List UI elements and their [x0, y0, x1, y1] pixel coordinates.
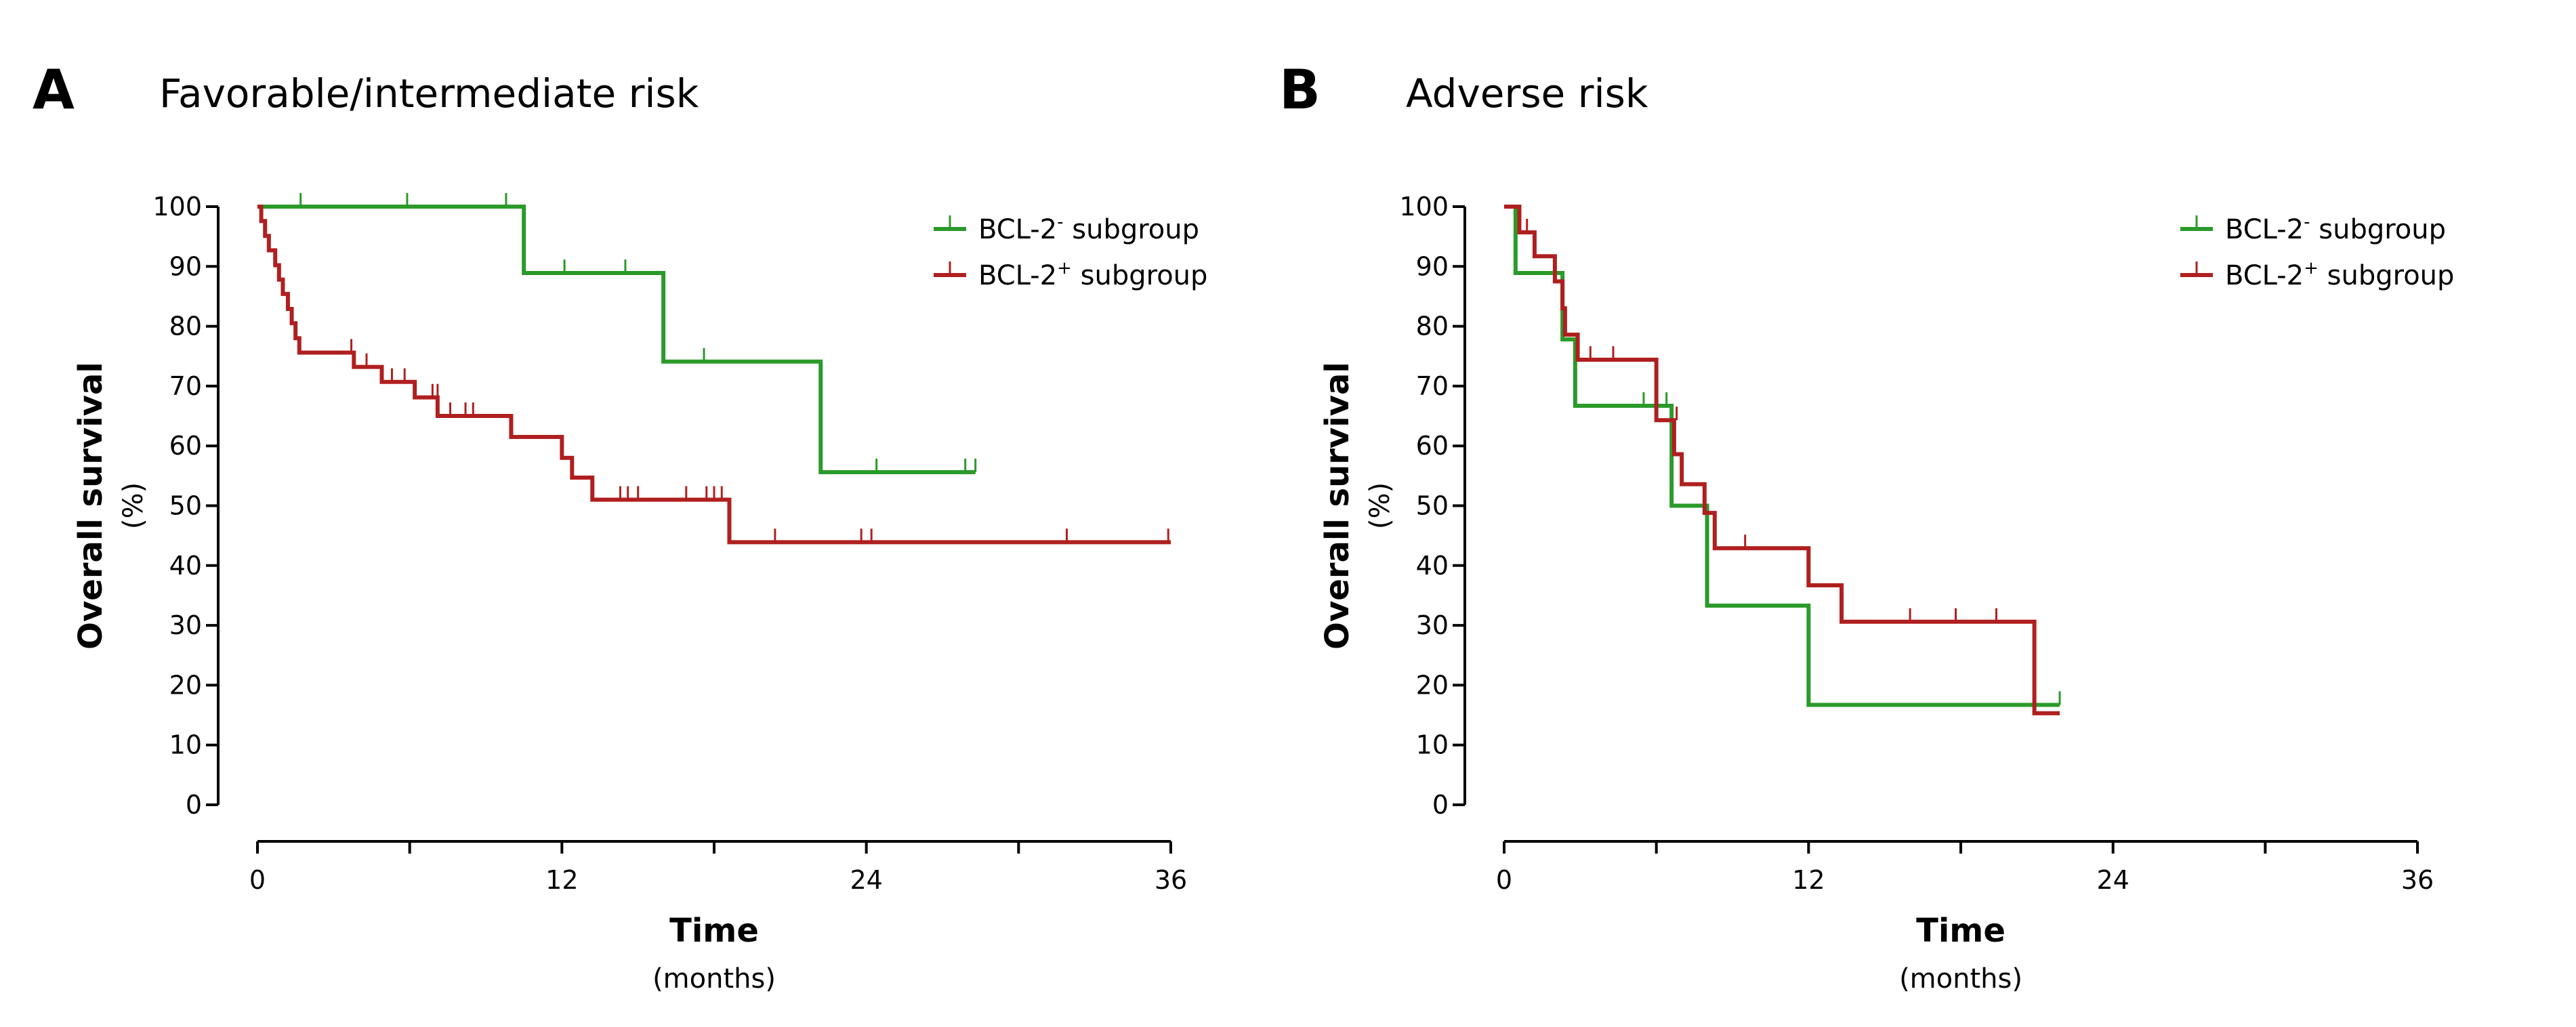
y-tick-label: 60 — [169, 431, 202, 461]
y-tick-label: 90 — [169, 251, 202, 281]
x-tick-label: 36 — [2401, 865, 2434, 895]
survival-curve-bcl2-positive — [257, 205, 1171, 545]
y-tick-label: 50 — [169, 491, 202, 521]
panel-title: Favorable/intermediate risk — [159, 70, 699, 117]
legend-sup: - — [1057, 212, 1063, 232]
survival-curve-bcl2-negative — [1504, 205, 2060, 707]
y-tick-label: 60 — [1416, 431, 1449, 461]
legend-sup: - — [2304, 212, 2310, 232]
legend-label-bcl2-positive: BCL-2+ subgroup — [978, 258, 1207, 291]
y-tick-label: 30 — [169, 610, 202, 640]
x-tick-label: 36 — [1155, 865, 1187, 895]
y-tick-label: 10 — [169, 730, 202, 760]
x-axis-title: Time — [1916, 912, 2006, 950]
x-axis-title: Time — [669, 912, 759, 950]
y-axis-unit: (%) — [118, 482, 149, 529]
x-axis-unit: (months) — [1899, 963, 2022, 994]
legend-suffix: subgroup — [2310, 214, 2446, 245]
y-tick-label: 40 — [1416, 551, 1449, 581]
legend-base: BCL-2 — [978, 214, 1057, 245]
x-tick-label: 24 — [2096, 865, 2129, 895]
legend-sup: + — [1057, 258, 1072, 278]
panel-b: B Adverse risk 0 10 20 30 40 50 60 70 80 90 100 0 12 24… — [1279, 58, 2454, 994]
legend-base: BCL-2 — [978, 260, 1057, 291]
y-tick-label: 90 — [1416, 251, 1449, 281]
panel-letter: A — [33, 58, 75, 121]
x-tick-label: 12 — [1792, 865, 1825, 895]
y-axis-title: Overall survival — [1318, 362, 1356, 650]
y-tick-label: 100 — [152, 192, 202, 222]
y-tick-label: 80 — [1416, 312, 1449, 341]
survival-curve-bcl2-negative — [257, 205, 976, 475]
y-tick-label: 50 — [1416, 491, 1449, 521]
y-axis-unit: (%) — [1365, 482, 1396, 529]
panel-a: A Favorable/intermediate risk 0 10 20 30 40 50 6… — [33, 58, 1207, 994]
y-tick-label: 20 — [169, 670, 202, 700]
legend-suffix: subgroup — [1072, 260, 1207, 291]
y-tick-label: 70 — [1416, 371, 1449, 401]
legend-suffix: subgroup — [1064, 214, 1199, 245]
legend-label-bcl2-positive: BCL-2+ subgroup — [2225, 258, 2454, 291]
panel-letter: B — [1279, 58, 1321, 121]
y-tick-label: 40 — [169, 551, 202, 581]
y-axis-title: Overall survival — [72, 362, 110, 650]
x-tick-label: 0 — [1496, 865, 1512, 895]
legend-suffix: subgroup — [2319, 260, 2454, 291]
y-tick-label: 20 — [1416, 670, 1449, 700]
panel-title: Adverse risk — [1406, 70, 1648, 117]
legend-label-bcl2-negative: BCL-2- subgroup — [2225, 212, 2446, 245]
x-tick-label: 0 — [249, 865, 266, 895]
x-tick-label: 24 — [850, 865, 882, 895]
survival-curve-bcl2-positive — [1504, 205, 2060, 715]
y-tick-label: 0 — [186, 790, 202, 820]
y-tick-label: 0 — [1432, 790, 1449, 820]
x-tick-label: 12 — [545, 865, 578, 895]
legend-base: BCL-2 — [2225, 260, 2304, 291]
y-tick-label: 80 — [169, 312, 202, 341]
y-tick-label: 70 — [169, 371, 202, 401]
y-tick-label: 30 — [1416, 610, 1449, 640]
x-axis-unit: (months) — [652, 963, 776, 994]
y-tick-label: 10 — [1416, 730, 1449, 760]
legend-base: BCL-2 — [2225, 214, 2304, 245]
y-tick-label: 100 — [1399, 192, 1449, 222]
legend-label-bcl2-negative: BCL-2- subgroup — [978, 212, 1199, 245]
legend-sup: + — [2304, 258, 2319, 278]
